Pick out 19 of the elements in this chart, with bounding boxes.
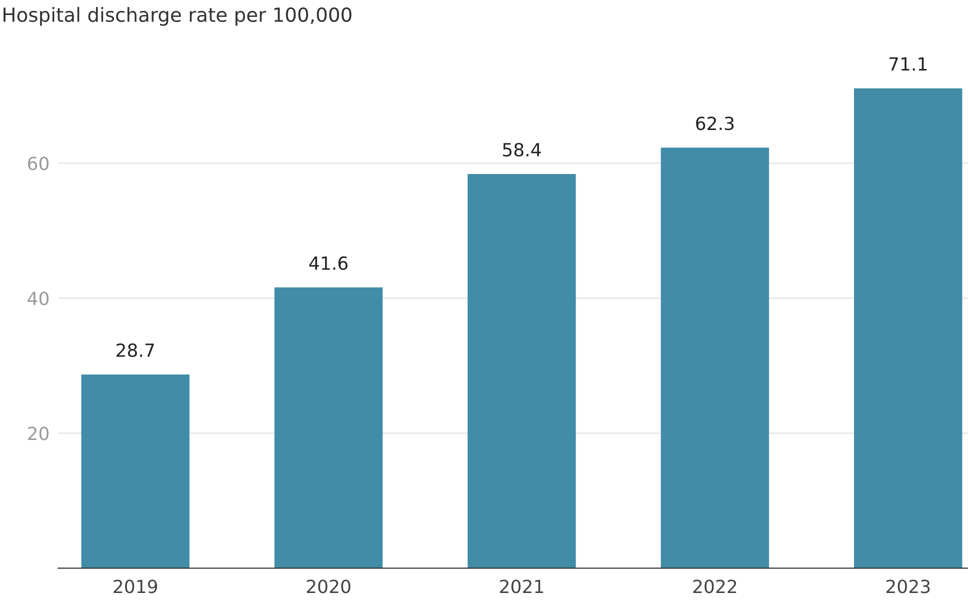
- y-tick-label: 40: [28, 292, 49, 306]
- data-label: 58.4: [503, 142, 541, 157]
- x-tick-label: 2021: [500, 580, 544, 594]
- x-tick-label: 2023: [886, 580, 930, 594]
- data-label: 71.1: [889, 57, 927, 71]
- data-label: 62.3: [696, 116, 734, 130]
- x-tick-label: 2020: [306, 580, 350, 594]
- y-tick-label: 20: [28, 426, 49, 440]
- bar: [468, 174, 576, 568]
- y-tick-label: 60: [28, 156, 49, 170]
- y-axis-title: Hospital discharge rate per 100,000: [4, 6, 352, 26]
- data-label: 41.6: [309, 256, 348, 270]
- data-label: 28.7: [116, 343, 154, 358]
- bar: [660, 148, 770, 568]
- bar: [81, 374, 190, 568]
- x-tick-label: 2019: [114, 580, 158, 594]
- x-tick-label: 2022: [693, 580, 736, 594]
- bar: [274, 287, 383, 568]
- bar: [854, 88, 962, 568]
